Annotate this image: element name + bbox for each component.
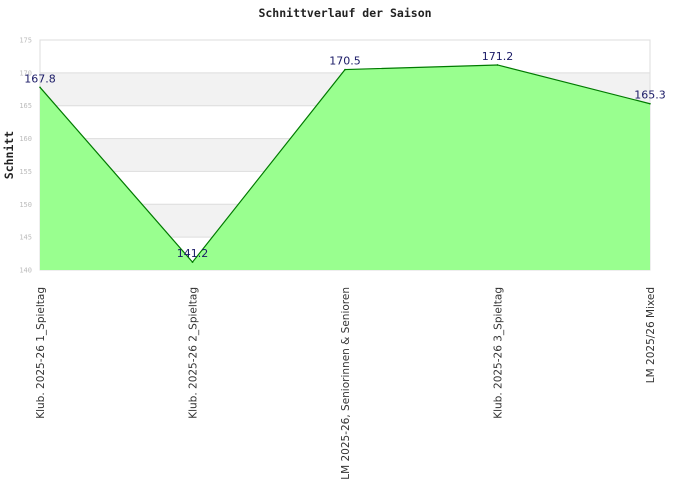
data-labels: 167.8 141.2 170.5 171.2 165.3 — [24, 50, 666, 260]
area-fill — [40, 64, 650, 270]
chart-title: Schnittverlauf der Saison — [258, 6, 431, 20]
y-tick-label: 175 — [19, 37, 32, 45]
data-label: 171.2 — [482, 50, 514, 63]
y-tick-label: 160 — [19, 135, 32, 143]
data-point — [39, 86, 41, 89]
data-point — [344, 68, 346, 71]
data-label: 141.2 — [177, 247, 209, 260]
y-tick-label: 170 — [19, 69, 32, 77]
x-tick-label: Klub. 2025-26 2_Spieltag — [188, 287, 200, 419]
y-tick-label: 155 — [19, 168, 32, 176]
x-axis-ticks: Klub. 2025-26 1_Spieltag Klub. 2025-26 2_… — [35, 287, 657, 480]
data-point — [649, 102, 651, 105]
y-axis-ticks: 140 145 150 155 160 165 170 175 — [19, 37, 32, 275]
y-tick-label: 165 — [19, 102, 32, 110]
data-point — [191, 261, 194, 263]
data-point — [496, 64, 499, 66]
x-tick-label: Klub. 2025-26 1_Spieltag — [35, 287, 47, 419]
y-axis-label: Schnitt — [2, 131, 16, 180]
x-tick-label: Klub. 2025-26 3_Spieltag — [493, 287, 505, 419]
x-tick-label: LM 2025-26, Seniorinnen & Senioren — [340, 287, 352, 480]
data-label: 167.8 — [24, 72, 56, 85]
y-tick-label: 140 — [19, 267, 32, 275]
data-area — [39, 64, 651, 270]
y-tick-label: 145 — [19, 234, 32, 242]
data-label: 165.3 — [634, 89, 666, 102]
y-tick-label: 150 — [19, 201, 32, 209]
x-tick-label: LM 2025/26 Mixed — [645, 287, 657, 383]
data-label: 170.5 — [329, 55, 361, 68]
